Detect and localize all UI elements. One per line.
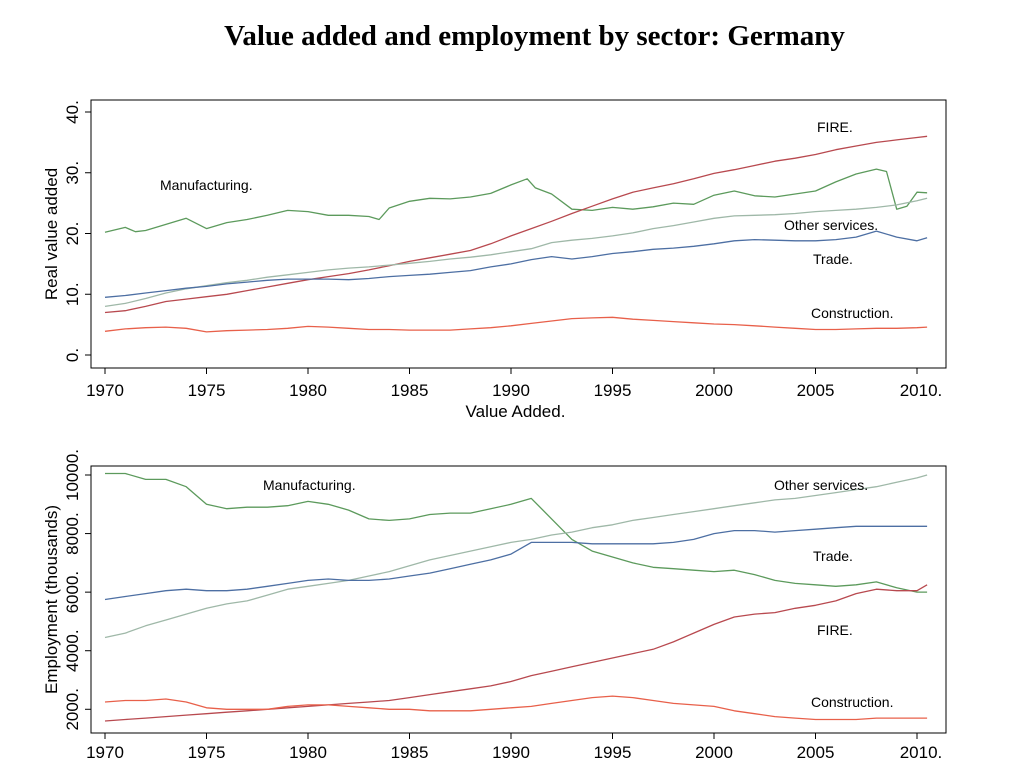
bottom-series-label-construction: Construction. xyxy=(811,694,893,710)
bottom-y-tick-label-10000: 10000. xyxy=(63,449,82,501)
top-series-manufacturing xyxy=(104,168,928,233)
top-x-tick-label-1970: 1970 xyxy=(86,381,124,400)
top-series-fire xyxy=(104,135,928,314)
top-series-label-construction: Construction. xyxy=(811,305,893,321)
bottom-series-other-services xyxy=(104,474,928,639)
bottom-series-construction xyxy=(104,695,928,721)
bottom-x-tick-label-1980: 1980 xyxy=(289,743,327,762)
bottom-y-tick-label-8000: 8000. xyxy=(63,512,82,555)
top-x-tick-label-1980: 1980 xyxy=(289,381,327,400)
top-x-tick-label-1985: 1985 xyxy=(391,381,429,400)
value-added-chart: 0. 10. 20. 30. 40. 1970 1975 1980 1985 1990 1995 20… xyxy=(42,99,947,421)
bottom-series-label-other-services: Other services. xyxy=(774,477,868,493)
top-x-tick-label-2000: 2000 xyxy=(695,381,733,400)
bottom-y-tick-label-4000: 4000. xyxy=(63,629,82,672)
bottom-x-tick-label-2005: 2005 xyxy=(797,743,835,762)
top-x-tick-label-2005: 2005 xyxy=(797,381,835,400)
bottom-series-manufacturing xyxy=(105,472,928,593)
bottom-y-tick-label-6000: 6000. xyxy=(63,571,82,614)
top-y-axis-title: Real value added xyxy=(42,168,61,300)
top-series-other-services xyxy=(104,197,928,308)
top-y-tick-label-20: 20. xyxy=(63,222,82,246)
bottom-series-label-trade: Trade. xyxy=(813,548,853,564)
top-x-tick-label-1995: 1995 xyxy=(594,381,632,400)
top-y-tick-label-0: 0. xyxy=(63,348,82,362)
bottom-y-tick-label-2000: 2000. xyxy=(63,688,82,731)
top-series-label-trade: Trade. xyxy=(813,251,853,267)
top-series-label-other-services: Other services. xyxy=(784,217,878,233)
top-series-label-manufacturing: Manufacturing. xyxy=(160,177,253,193)
page-title: Value added and employment by sector: Ge… xyxy=(224,20,845,52)
top-series-construction xyxy=(104,316,928,333)
bottom-x-tick-label-1985: 1985 xyxy=(391,743,429,762)
bottom-x-tick-label-2010: 2010. xyxy=(900,743,943,762)
bottom-series-label-manufacturing: Manufacturing. xyxy=(263,477,356,493)
bottom-series-fire xyxy=(104,584,928,722)
bottom-series-label-fire: FIRE. xyxy=(817,622,853,638)
top-x-axis-title: Value Added. xyxy=(466,402,566,421)
top-x-tick-label-1990: 1990 xyxy=(492,381,530,400)
top-series-label-fire: FIRE. xyxy=(817,119,853,135)
bottom-x-tick-label-1975: 1975 xyxy=(188,743,226,762)
top-y-tick-label-40: 40. xyxy=(63,100,82,124)
top-y-tick-label-30: 30. xyxy=(63,161,82,185)
top-x-tick-label-1975: 1975 xyxy=(188,381,226,400)
bottom-y-axis-title: Employment (thousands) xyxy=(42,505,61,694)
top-series-trade xyxy=(104,230,928,298)
employment-chart: 2000. 4000. 6000. 8000. 10000. 1970 1975 1980 19… xyxy=(42,449,947,762)
top-y-tick-label-10: 10. xyxy=(63,282,82,306)
top-x-tick-label-2010: 2010. xyxy=(900,381,943,400)
bottom-x-tick-label-2000: 2000 xyxy=(695,743,733,762)
bottom-plot-frame xyxy=(90,465,947,734)
bottom-x-tick-label-1970: 1970 xyxy=(86,743,124,762)
top-plot-frame xyxy=(90,99,947,369)
bottom-series-trade xyxy=(104,525,928,601)
bottom-x-tick-label-1995: 1995 xyxy=(594,743,632,762)
bottom-x-tick-label-1990: 1990 xyxy=(492,743,530,762)
